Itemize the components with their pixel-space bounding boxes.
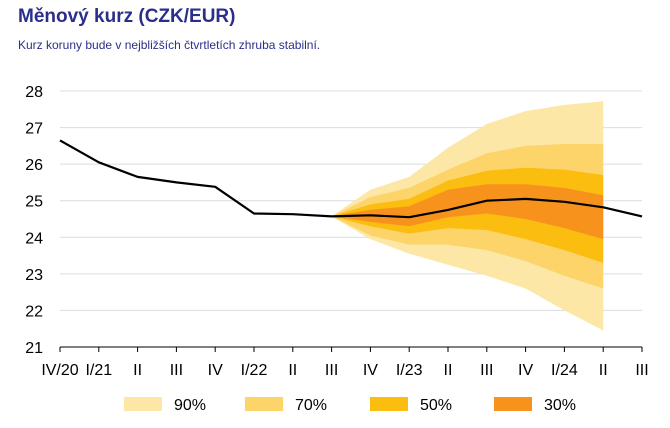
legend-label: 30% [544,397,576,414]
y-tick-labels: 21 22 23 24 25 26 27 28 [25,84,43,357]
x-tick-label: II [133,362,142,379]
legend-swatch [494,397,532,411]
x-tick-label: II [444,362,453,379]
fan-bands [331,101,604,331]
x-tick-label: III [170,362,183,379]
x-tick-label: I/23 [396,362,423,379]
y-tick-label: 25 [25,194,43,211]
legend-label: 90% [174,397,206,414]
legend-swatch [370,397,408,411]
x-tick-label: III [635,362,648,379]
x-tick-label: III [480,362,493,379]
x-tick-label: IV/20 [41,362,78,379]
y-tick-label: 28 [25,84,43,101]
y-tick-label: 22 [25,303,43,320]
x-tick-label: I/22 [241,362,268,379]
exchange-rate-line [59,139,643,219]
legend-swatch [124,397,162,411]
chart-title: Měnový kurz (CZK/EUR) [18,6,236,27]
x-tick-label: IV [363,362,378,379]
x-tick-label: IV [208,362,223,379]
y-tick-label: 24 [25,230,43,247]
series-lines [59,139,643,219]
legend-label: 70% [295,397,327,414]
x-tick-label: I/24 [551,362,578,379]
legend-label: 50% [420,397,452,414]
chart-subtitle: Kurz koruny bude v nejbližších čtvrtletí… [18,38,321,52]
x-tick-label: III [325,362,338,379]
y-tick-label: 27 [25,121,43,138]
x-tick-label: I/21 [85,362,112,379]
x-tick-label: IV [518,362,533,379]
legend: 90% 70% 50% 30% [124,397,576,414]
y-tick-label: 23 [25,267,43,284]
y-tick-label: 26 [25,157,43,174]
x-tick-labels: IV/20 I/21 II III IV I/22 II III IV I/23 II III IV I/… [41,346,649,379]
fan-band-30pct [331,184,604,240]
x-tick-label: II [288,362,297,379]
legend-swatch [245,397,283,411]
y-tick-label: 21 [25,340,43,357]
x-tick-label: II [599,362,608,379]
